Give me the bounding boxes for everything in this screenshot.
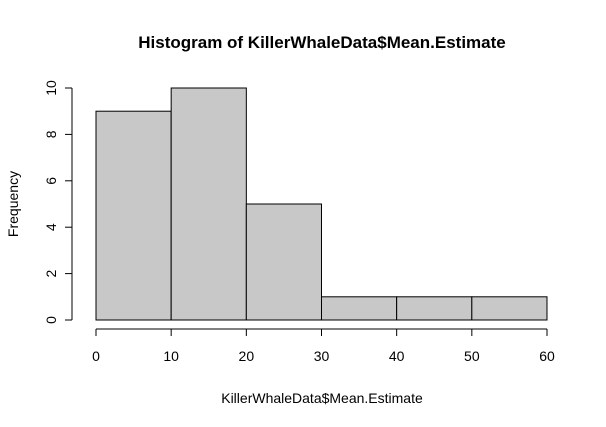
x-tick-label: 0 [92, 348, 100, 364]
y-tick-label: 2 [43, 269, 59, 277]
histogram-bar [95, 110, 172, 321]
x-tick-label: 60 [539, 348, 555, 364]
histogram-bar [321, 296, 398, 321]
histogram-bar [471, 296, 548, 321]
y-tick-label: 10 [43, 80, 59, 96]
histogram-bar [396, 296, 473, 321]
x-tick-label: 40 [389, 348, 405, 364]
x-tick-label: 20 [239, 348, 255, 364]
x-tick-label: 30 [314, 348, 330, 364]
y-tick-label: 0 [43, 316, 59, 324]
y-axis: 0 2 4 6 8 10 [43, 80, 73, 324]
x-axis: 0 10 20 30 40 50 60 [92, 328, 555, 364]
histogram-bar [170, 87, 247, 321]
bars-group [95, 87, 548, 321]
y-tick-label: 8 [43, 130, 59, 138]
x-axis-label: KillerWhaleData$Mean.Estimate [221, 390, 423, 406]
x-tick-label: 10 [163, 348, 179, 364]
y-tick-label: 4 [43, 223, 59, 231]
y-tick-label: 6 [43, 177, 59, 185]
chart-title: Histogram of KillerWhaleData$Mean.Estima… [138, 33, 505, 52]
y-axis-label: Frequency [5, 171, 21, 237]
histogram-bar [245, 203, 322, 321]
x-tick-label: 50 [464, 348, 480, 364]
